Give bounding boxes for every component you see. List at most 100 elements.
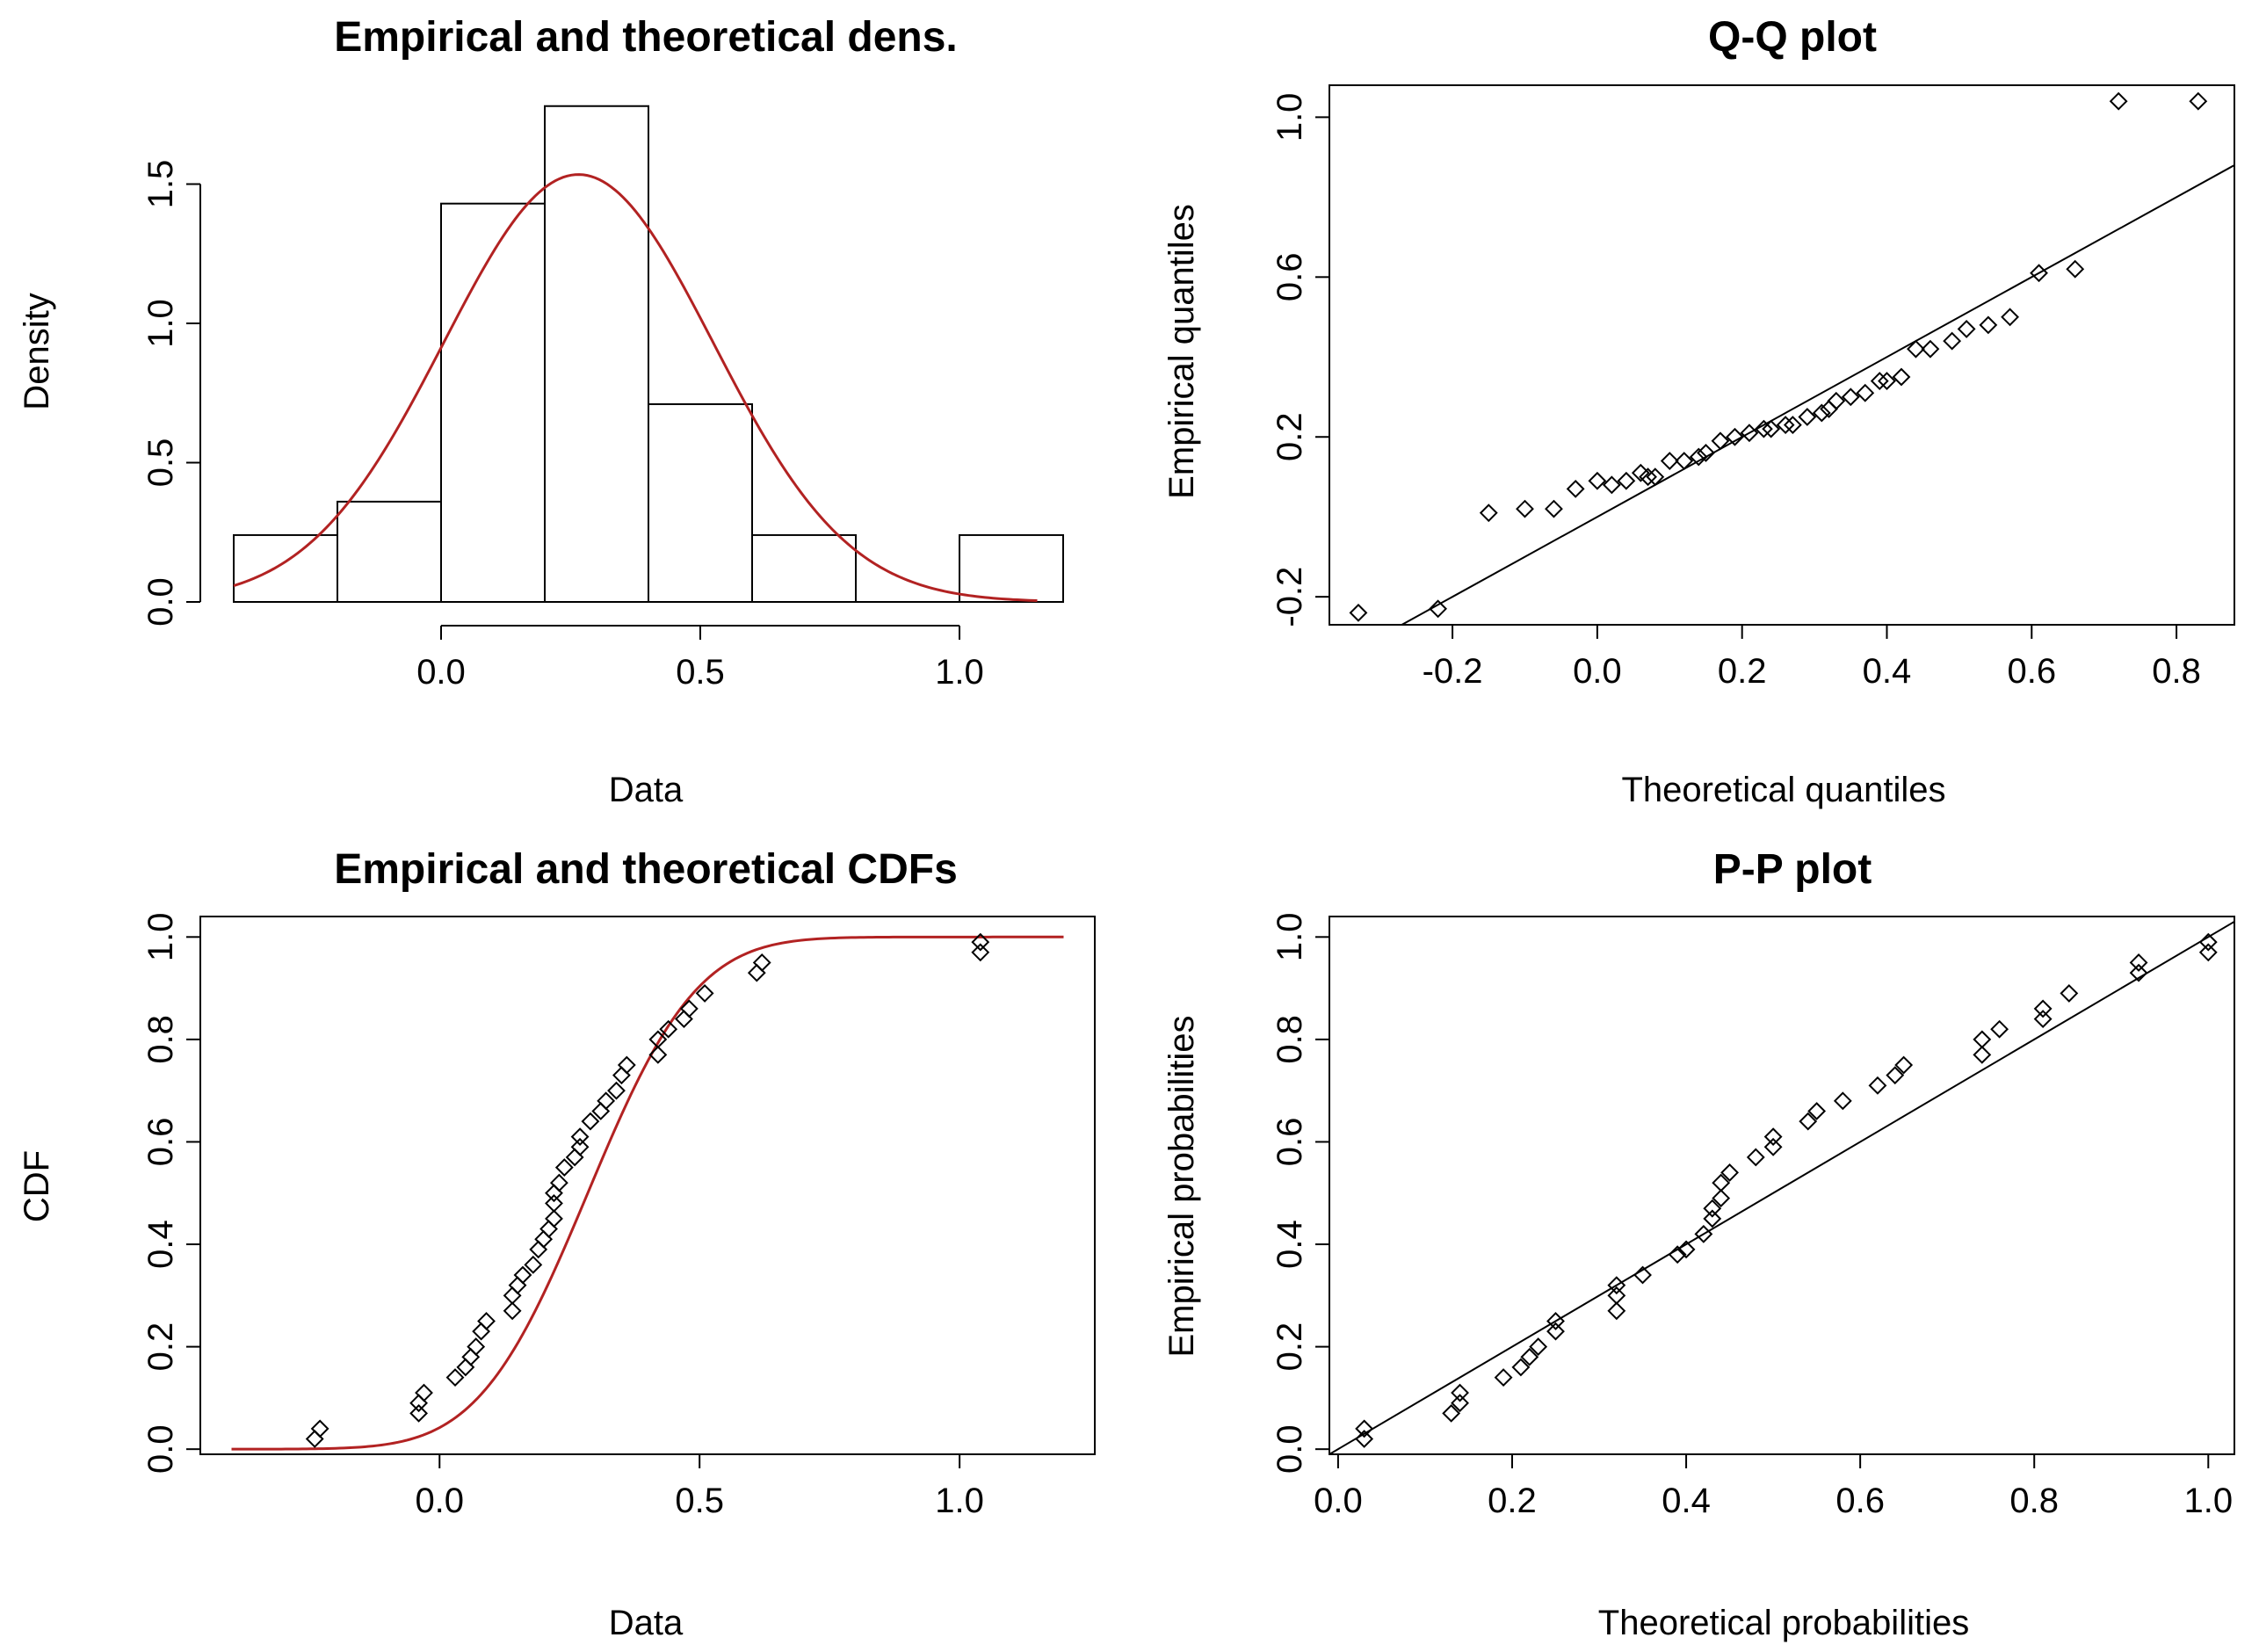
- pp-ylabel: Empirical probabilities: [1162, 1015, 1201, 1357]
- pp-point: [1712, 1189, 1731, 1207]
- cdf-point: [591, 1102, 611, 1120]
- pp-point: [1355, 1419, 1374, 1438]
- cdf-point: [513, 1265, 532, 1285]
- qq-point: [1740, 424, 1759, 443]
- pp-point: [2129, 953, 2148, 972]
- cdf-point: [607, 1081, 626, 1100]
- cdf-point: [549, 1173, 568, 1192]
- pp-point: [1973, 1045, 1992, 1064]
- pp-y-tick-label: 0.4: [1271, 1220, 1309, 1269]
- cdf-point: [305, 1430, 324, 1448]
- qq-x-tick-label: 0.6: [2007, 652, 2056, 691]
- qq-reference-line: [1400, 164, 2234, 625]
- pp-x-tick-label: 0.6: [1835, 1482, 1885, 1520]
- cdf-point: [747, 963, 766, 982]
- pp-point: [1546, 1312, 1565, 1330]
- qq-x-tick-label: 0.2: [1718, 652, 1767, 691]
- density-xlabel: Data: [609, 771, 684, 809]
- pp-point: [2129, 963, 2148, 982]
- qq-point: [2066, 259, 2085, 279]
- cdf-point: [570, 1137, 590, 1156]
- cdf-point: [659, 1019, 678, 1039]
- pp-y-tick-label: 0.8: [1271, 1015, 1309, 1064]
- cdf-y-tick-label: 0.8: [141, 1015, 180, 1064]
- cdf-y-tick-label: 0.2: [141, 1322, 180, 1372]
- cdf-point: [617, 1055, 636, 1075]
- qq-point: [1979, 315, 1998, 335]
- cdf-point: [477, 1312, 496, 1330]
- cdf-point: [524, 1255, 543, 1274]
- pp-point: [1973, 1030, 1992, 1049]
- pp-x-tick-label: 0.4: [1662, 1482, 1711, 1520]
- qq-point: [1878, 372, 1896, 390]
- cdf-point: [409, 1394, 428, 1413]
- histogram-bar: [959, 533, 1064, 603]
- pp-point: [1703, 1209, 1722, 1228]
- qq-point: [1812, 403, 1831, 423]
- pp-point: [1494, 1368, 1513, 1387]
- cdf-point: [534, 1229, 554, 1249]
- pp-point: [1355, 1430, 1374, 1448]
- cdf-point: [648, 1030, 668, 1049]
- qq-point: [2109, 91, 2128, 111]
- cdf-point: [695, 984, 714, 1003]
- density-y-tick-label: 0.0: [141, 577, 180, 627]
- pp-x-tick-label: 0.2: [1488, 1482, 1537, 1520]
- cdf-x-tick-label: 1.0: [935, 1482, 984, 1520]
- pp-point: [1720, 1163, 1739, 1182]
- pp-point: [1668, 1245, 1687, 1264]
- cdf-point: [648, 1045, 668, 1064]
- qq-point: [1660, 452, 1679, 470]
- pp-reference-line: [1329, 920, 2235, 1455]
- cdf-x-tick-label: 0.0: [415, 1482, 464, 1520]
- cdf-point: [503, 1286, 522, 1305]
- pp-title: P-P plot: [1713, 846, 1872, 893]
- qq-point: [1349, 603, 1368, 622]
- pp-point: [1607, 1301, 1626, 1321]
- cdf-point: [971, 943, 990, 962]
- qq-point: [1711, 431, 1730, 451]
- qq-point: [1870, 372, 1889, 390]
- pp-point: [1694, 1224, 1713, 1243]
- pp-marks: [1329, 920, 2235, 1455]
- cdf-point: [472, 1322, 491, 1341]
- cdf-point: [554, 1158, 574, 1177]
- cdf-ylabel: CDF: [18, 1150, 56, 1222]
- histogram-bar: [544, 105, 649, 604]
- density-title: Empirical and theoretical dens.: [334, 14, 958, 61]
- qq-point: [1646, 467, 1665, 487]
- pp-point: [1633, 1265, 1652, 1285]
- pp-point: [2198, 943, 2218, 962]
- cdf-point: [565, 1148, 584, 1167]
- qq-point: [1429, 599, 1448, 619]
- cdf-point: [508, 1276, 527, 1295]
- pp-y-tick-label: 0.0: [1271, 1424, 1309, 1474]
- cdf-point: [539, 1220, 558, 1238]
- pp-point: [1546, 1322, 1565, 1341]
- qq-marks: [1349, 91, 2234, 625]
- qq-point: [1957, 320, 1976, 338]
- qq-point: [1516, 499, 1534, 518]
- cdf-point: [456, 1358, 475, 1377]
- qq-point: [1602, 475, 1621, 495]
- cdf-point: [415, 1383, 433, 1402]
- qq-ylabel: Empirical quantiles: [1162, 204, 1201, 499]
- density-y-tick-label: 1.5: [141, 160, 180, 209]
- qq-point: [1617, 471, 1636, 490]
- qq-point: [1943, 331, 1962, 351]
- qq-point: [1841, 388, 1860, 407]
- cdf-point: [545, 1184, 563, 1203]
- pp-point: [1529, 1337, 1548, 1357]
- cdf-point: [570, 1127, 590, 1147]
- qq-x-tick-label: 0.0: [1573, 652, 1622, 691]
- density-y-tick-label: 1.0: [141, 299, 180, 348]
- pp-point: [2060, 984, 2079, 1003]
- cdf-plot-frame: [199, 916, 1096, 1455]
- qq-plot-frame: [1329, 84, 2235, 626]
- panel-pp: P-P plot Empirical probabilities Theoret…: [1162, 846, 2235, 1642]
- cdf-point: [971, 932, 990, 952]
- qq-point: [2189, 91, 2208, 111]
- qq-point: [1689, 447, 1708, 467]
